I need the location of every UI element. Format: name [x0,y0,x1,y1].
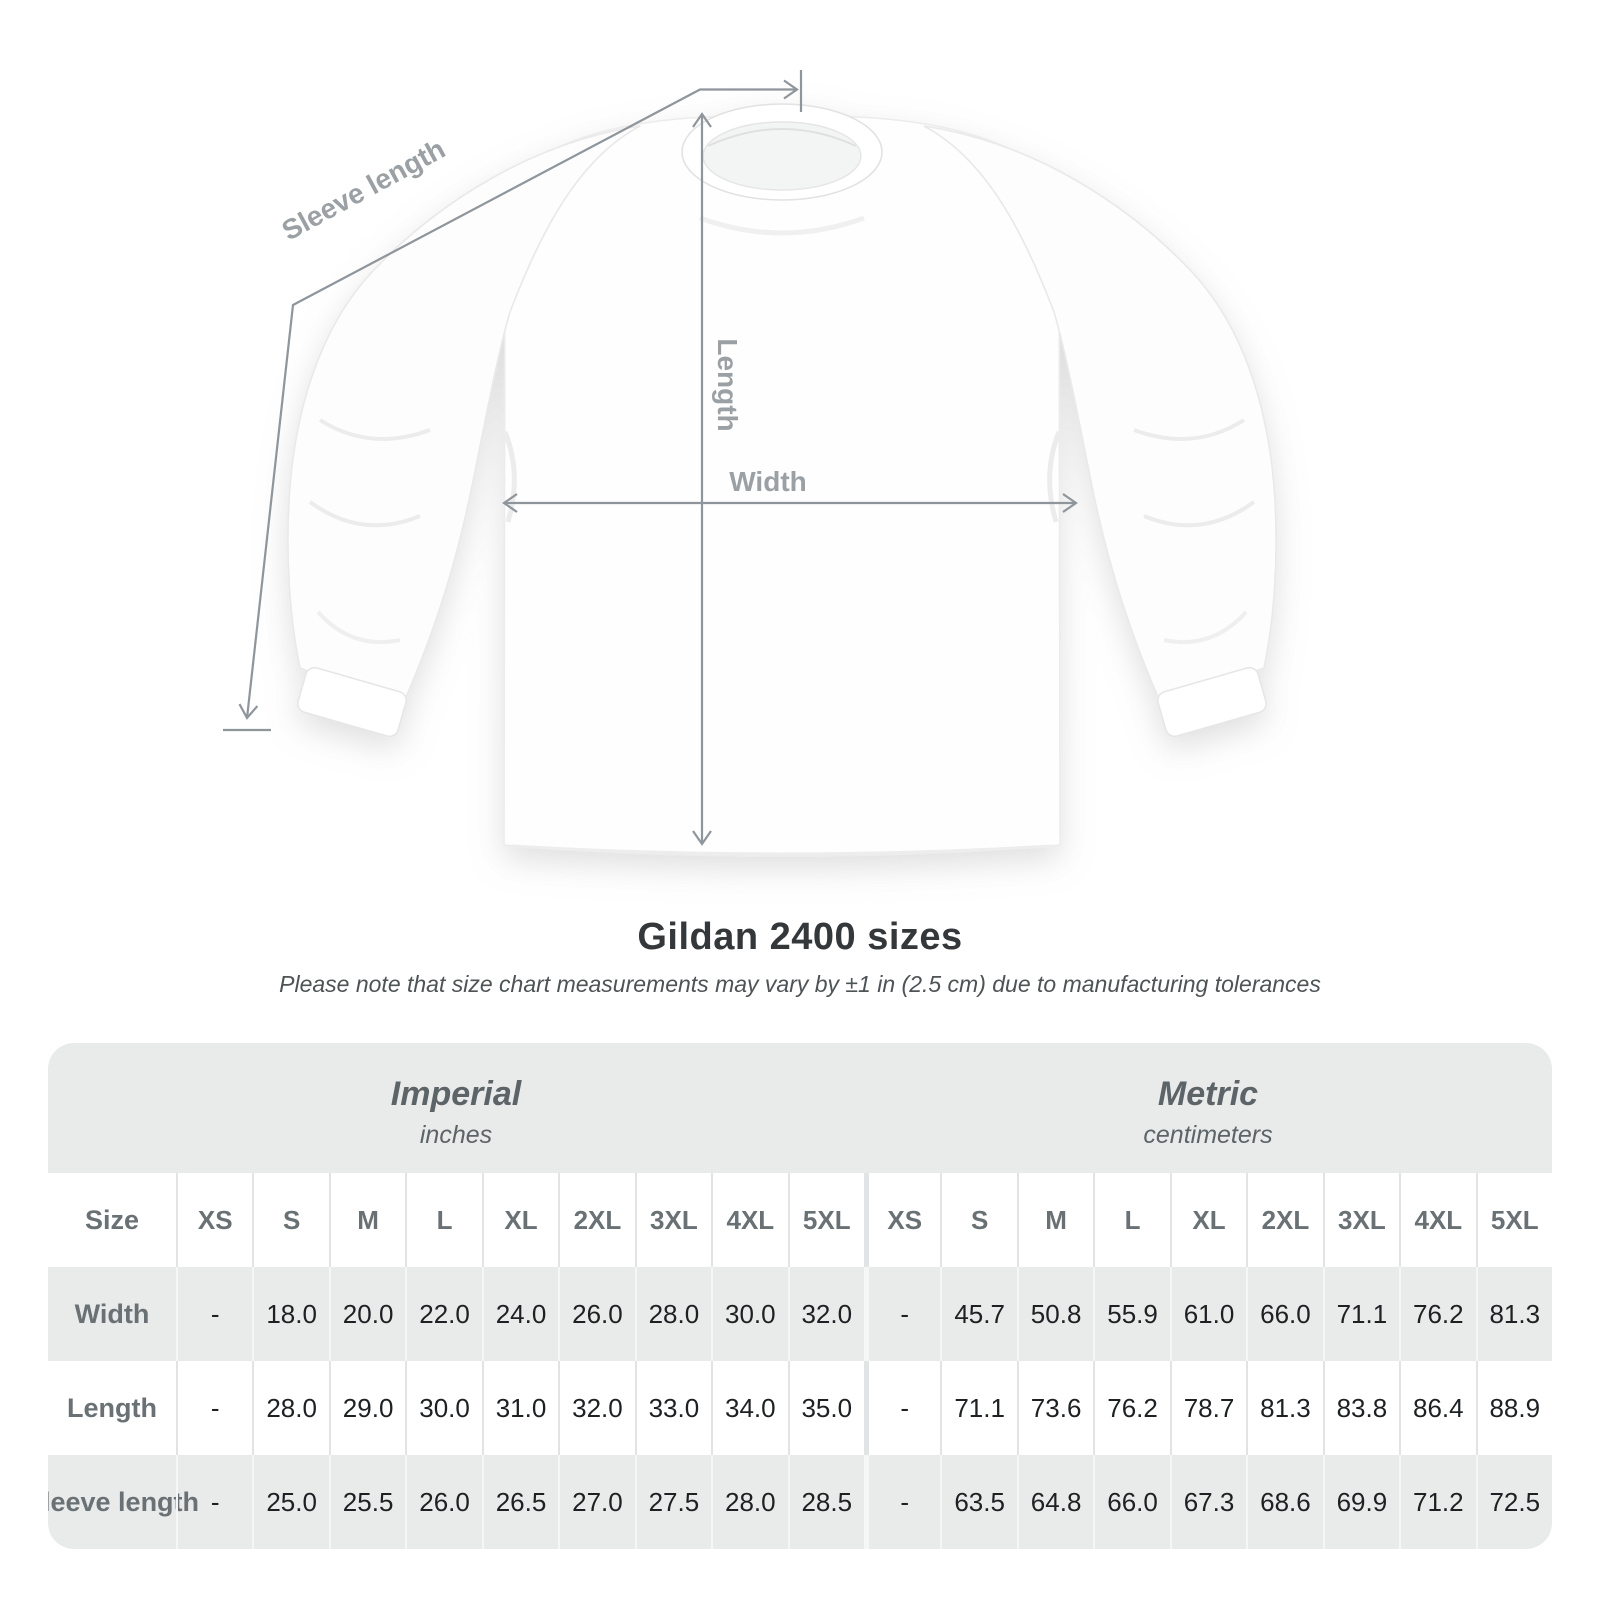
page-title: Gildan 2400 sizes [637,916,963,958]
size-col-header: M [1016,1173,1093,1267]
value-cell: 35.0 [787,1361,864,1455]
size-col-header: XS [176,1173,252,1267]
size-col-header: 2XL [1246,1173,1322,1267]
length-row: Length - 28.0 29.0 30.0 31.0 32.0 33.0 3… [48,1361,1552,1455]
size-table: Imperial inches Metric centimeters Size … [48,1043,1552,1549]
row-label: Width [74,1298,150,1329]
value-cell: 26.0 [405,1455,481,1549]
size-col-header: M [328,1173,405,1267]
value-cell: 71.1 [1322,1267,1399,1361]
value-cell: 63.5 [940,1455,1016,1549]
value-cell: 32.0 [787,1267,864,1361]
size-col-header: 4XL [711,1173,787,1267]
metric-unit: centimeters [1143,1120,1273,1149]
value-cell: 81.3 [1475,1267,1552,1361]
value-cell: 83.8 [1322,1361,1399,1455]
value-cell: 27.0 [558,1455,634,1549]
imperial-unit: inches [419,1120,493,1149]
value-cell: 25.5 [328,1455,405,1549]
value-cell: 72.5 [1475,1455,1552,1549]
value-cell: 31.0 [481,1361,558,1455]
value-cell: 26.5 [481,1455,558,1549]
size-col-header: XL [1169,1173,1246,1267]
value-cell: 29.0 [328,1361,405,1455]
value-cell: 81.3 [1246,1361,1322,1455]
value-cell: 24.0 [481,1267,558,1361]
value-cell: 28.0 [711,1455,787,1549]
value-cell: 71.1 [940,1361,1016,1455]
value-cell: 73.6 [1016,1361,1093,1455]
title-block: Gildan 2400 sizes Please note that size … [0,916,1600,998]
value-cell: 33.0 [634,1361,711,1455]
value-cell: - [176,1361,252,1455]
shirt-diagram: Sleeve length Length Width [223,70,1277,857]
value-cell: 45.7 [940,1267,1016,1361]
value-cell: 30.0 [711,1267,787,1361]
size-col-header: 2XL [558,1173,634,1267]
value-cell: - [863,1361,940,1455]
value-cell: 76.2 [1093,1361,1169,1455]
row-label: Length [67,1392,157,1423]
sleeve-length-arrow [238,79,799,720]
size-col-header: 5XL [1475,1173,1552,1267]
value-cell: 88.9 [1475,1361,1552,1455]
value-cell: 30.0 [405,1361,481,1455]
page-subtitle: Please note that size chart measurements… [279,971,1321,997]
size-col-header: 3XL [634,1173,711,1267]
metric-header: Metric centimeters [864,1043,1552,1173]
value-cell: - [863,1455,940,1549]
size-header-row: Size XS S M L XL 2XL 3XL 4XL 5XL XS S M … [48,1173,1552,1267]
value-cell: 28.5 [787,1455,864,1549]
value-cell: 69.9 [1322,1455,1399,1549]
size-col-header: 3XL [1322,1173,1399,1267]
value-cell: 68.6 [1246,1455,1322,1549]
value-cell: 71.2 [1399,1455,1475,1549]
value-cell: 76.2 [1399,1267,1475,1361]
size-col-header: 5XL [787,1173,864,1267]
value-cell: - [176,1267,252,1361]
value-cell: 66.0 [1246,1267,1322,1361]
value-cell: 64.8 [1016,1455,1093,1549]
value-cell: 18.0 [252,1267,328,1361]
collar [681,103,883,201]
size-col-header: XL [481,1173,558,1267]
length-label: Length [712,338,743,431]
imperial-header: Imperial inches [48,1043,864,1173]
value-cell: 22.0 [405,1267,481,1361]
metric-label: Metric [1157,1074,1259,1113]
value-cell: 28.0 [634,1267,711,1361]
size-col-header: XS [863,1173,940,1267]
value-cell: - [176,1455,252,1549]
value-cell: 26.0 [558,1267,634,1361]
value-cell: 61.0 [1169,1267,1246,1361]
value-cell: 66.0 [1093,1455,1169,1549]
size-col-header: L [405,1173,481,1267]
value-cell: 34.0 [711,1361,787,1455]
value-cell: 78.7 [1169,1361,1246,1455]
value-cell: 55.9 [1093,1267,1169,1361]
size-header-cell: Size [84,1204,140,1235]
value-cell: 86.4 [1399,1361,1475,1455]
size-col-header: 4XL [1399,1173,1475,1267]
unit-band: Imperial inches Metric centimeters [48,1043,1552,1173]
width-row: Width - 18.0 20.0 22.0 24.0 26.0 28.0 30… [48,1267,1552,1361]
value-cell: 27.5 [634,1455,711,1549]
sleeve-length-row: Sleeve length - 25.0 25.5 26.0 26.5 27.0… [48,1455,1552,1549]
row-label: Sleeve length [48,1486,200,1517]
size-col-header: L [1093,1173,1169,1267]
imperial-label: Imperial [390,1074,522,1113]
value-cell: 67.3 [1169,1455,1246,1549]
value-cell: 32.0 [558,1361,634,1455]
size-col-header: S [252,1173,328,1267]
size-col-header: S [940,1173,1016,1267]
value-cell: - [863,1267,940,1361]
width-label: Width [729,466,807,497]
value-cell: 20.0 [328,1267,405,1361]
value-cell: 25.0 [252,1455,328,1549]
value-cell: 28.0 [252,1361,328,1455]
value-cell: 50.8 [1016,1267,1093,1361]
